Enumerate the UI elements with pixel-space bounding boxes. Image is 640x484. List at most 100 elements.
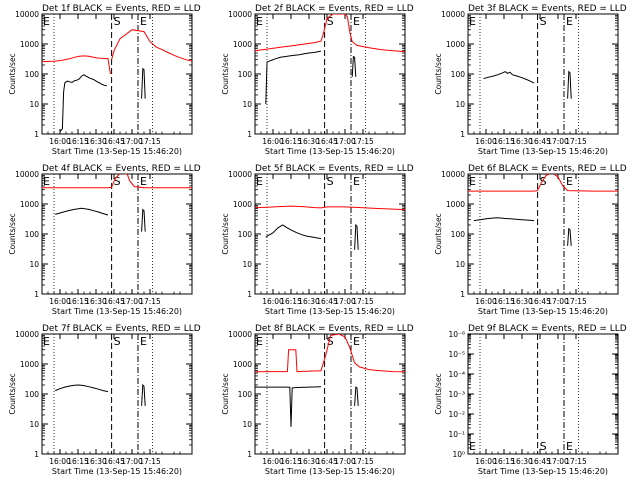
events-series-line (55, 384, 109, 393)
lld-series-line (255, 205, 405, 211)
marker-label-e-end: E (353, 15, 360, 28)
x-tick-label: 16:00 (49, 457, 71, 466)
events-series-line (567, 70, 572, 99)
events-series-line (351, 55, 357, 77)
x-tick-label: 16:45 (529, 297, 551, 306)
y-tick-label: 10 (455, 100, 465, 109)
y-tick-label: 1 (460, 290, 465, 299)
y-axis-label: Counts/sec (8, 373, 17, 414)
marker-label-e-end: E (140, 15, 147, 28)
y-tick-label: 1 (34, 450, 39, 459)
marker-label-s: S (327, 15, 334, 28)
y-tick-label: 10000 (15, 10, 39, 19)
x-tick-label: 16:00 (262, 137, 284, 146)
y-tick-label: 1000 (20, 40, 39, 49)
y-tick-label: 1000 (233, 40, 252, 49)
x-axis-label: Start Time (13-Sep-15 15:46:20) (478, 467, 608, 476)
x-axis-label: Start Time (13-Sep-15 15:46:20) (265, 147, 395, 156)
x-tick-label: 16:00 (475, 137, 497, 146)
x-tick-label: 16:15 (280, 137, 302, 146)
panel-title: Det 4f BLACK = Events, RED = LLD (42, 164, 201, 174)
marker-label-e-end: E (566, 440, 573, 453)
x-tick-label: 16:00 (262, 457, 284, 466)
x-tick-label: 17:00 (547, 297, 569, 306)
panel-det-8f: Det 8f BLACK = Events, RED = LLD 1 10 100 10… (221, 324, 414, 476)
x-tick-label: 16:15 (493, 137, 515, 146)
y-tick-label: 1000 (446, 40, 465, 49)
events-series-line (141, 383, 146, 406)
y-tick-label: 100 (238, 70, 253, 79)
panel-det-6f: Det 6f BLACK = Events, RED = LLD 1 10 100 10… (434, 164, 627, 316)
marker-label-e-start: E (43, 175, 50, 188)
marker-label-s: S (327, 335, 334, 348)
panel-det-4f: Det 4f BLACK = Events, RED = LLD 1 10 100 10… (8, 164, 201, 316)
x-tick-label: 17:00 (547, 457, 569, 466)
y-tick-label: 10000 (441, 10, 465, 19)
lld-series-line (255, 334, 405, 373)
marker-label-s: S (114, 15, 121, 28)
plot-frame (467, 173, 619, 295)
y-axis-label: Counts/sec (434, 213, 443, 254)
x-axis-label: Start Time (13-Sep-15 15:46:20) (52, 147, 182, 156)
y-tick-label: 1000 (233, 200, 252, 209)
y-tick-label: 10⁻³ (448, 390, 465, 399)
plot-frame (254, 13, 406, 135)
panel-title: Det 8f BLACK = Events, RED = LLD (255, 324, 414, 334)
x-tick-label: 16:45 (316, 297, 338, 306)
plot-frame (41, 13, 193, 135)
y-tick-label: 10000 (15, 170, 39, 179)
marker-label-e-start: E (469, 175, 476, 188)
y-tick-label: 1 (460, 130, 465, 139)
marker-label-e-end: E (140, 335, 147, 348)
marker-label-e-end: E (566, 15, 573, 28)
y-tick-label: 10 (242, 100, 252, 109)
x-tick-label: 16:45 (529, 137, 551, 146)
plot-frame (41, 173, 193, 295)
y-tick-label: 10 (29, 100, 39, 109)
x-tick-label: 16:15 (67, 457, 89, 466)
y-axis-label: Counts/sec (8, 53, 17, 94)
y-tick-label: 10⁻¹ (448, 430, 465, 439)
events-series-line (354, 223, 359, 250)
panel-det-7f: Det 7f BLACK = Events, RED = LLD 1 10 100 10… (8, 324, 201, 476)
y-tick-label: 10 (242, 260, 252, 269)
y-tick-label: 1 (247, 450, 252, 459)
panel-title: Det 6f BLACK = Events, RED = LLD (468, 164, 627, 174)
y-axis-label: Counts/sec (221, 213, 230, 254)
plot-frame (254, 173, 406, 295)
y-tick-label: 10000 (15, 330, 39, 339)
x-tick-label: 16:30 (85, 457, 107, 466)
y-tick-label: 10000 (228, 170, 252, 179)
lld-series-line (42, 55, 111, 75)
y-tick-label: 1000 (446, 200, 465, 209)
events-series-line (55, 207, 109, 216)
panel-title: Det 1f BLACK = Events, RED = LLD (42, 4, 201, 14)
x-tick-label: 16:30 (511, 137, 533, 146)
x-tick-label: 16:45 (316, 457, 338, 466)
events-series-line (567, 227, 572, 246)
y-tick-label: 10⁻⁶ (448, 330, 465, 339)
x-tick-label: 16:45 (103, 457, 125, 466)
panel-title: Det 3f BLACK = Events, RED = LLD (468, 4, 627, 14)
y-tick-label: 10000 (441, 170, 465, 179)
x-tick-label: 17:15 (352, 297, 374, 306)
y-tick-label: 10⁻⁴ (448, 370, 465, 379)
events-series-line (354, 386, 359, 406)
y-axis-label: Counts/sec (221, 53, 230, 94)
x-tick-label: 16:30 (511, 457, 533, 466)
events-series-line (483, 71, 535, 84)
y-tick-label: 10 (29, 260, 39, 269)
y-tick-label: 100 (451, 70, 466, 79)
marker-label-s: S (114, 175, 121, 188)
x-tick-label: 17:00 (121, 297, 143, 306)
x-tick-label: 17:15 (565, 137, 587, 146)
y-tick-label: 100 (25, 230, 40, 239)
panel-title: Det 7f BLACK = Events, RED = LLD (42, 324, 201, 334)
marker-label-e-start: E (256, 15, 263, 28)
y-tick-label: 1000 (20, 360, 39, 369)
events-series-line (265, 50, 322, 105)
y-tick-label: 10⁰ (452, 450, 465, 459)
x-axis-label: Start Time (13-Sep-15 15:46:20) (265, 467, 395, 476)
